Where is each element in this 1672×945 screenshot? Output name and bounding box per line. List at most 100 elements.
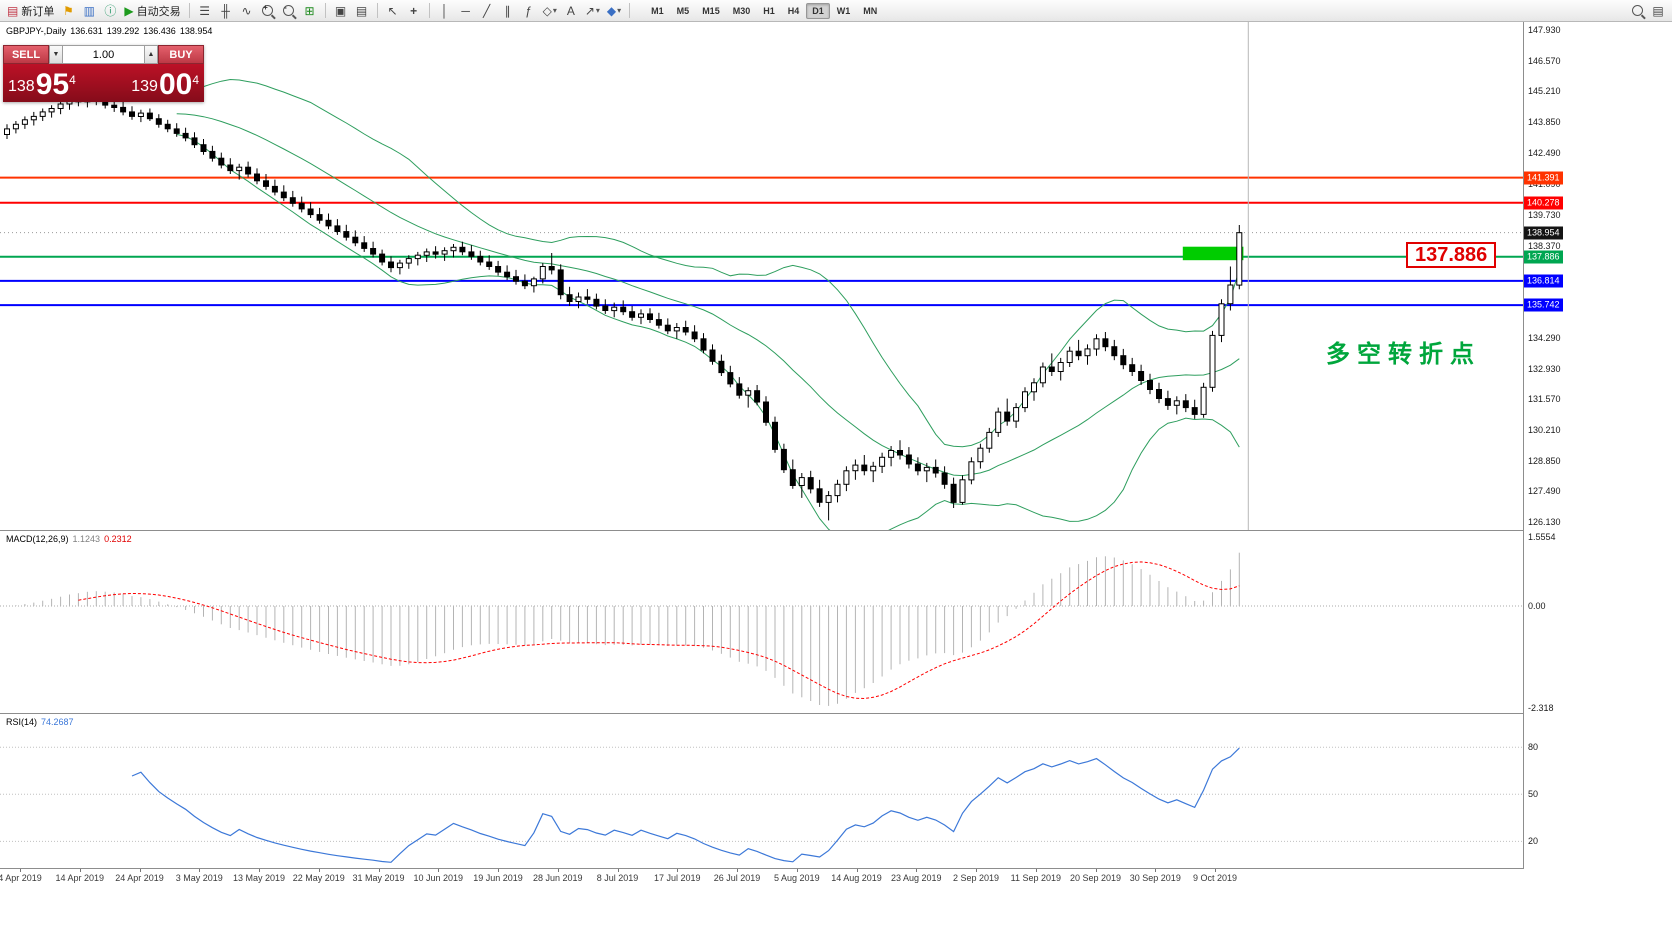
axis-tick: [20, 869, 21, 872]
search-button[interactable]: [1627, 2, 1647, 20]
symbol-list-button[interactable]: ▤: [1648, 2, 1668, 20]
volume-dropdown-button[interactable]: ▼: [49, 45, 63, 64]
timeframe-MN[interactable]: MN: [857, 3, 883, 19]
fibonacci-tool[interactable]: ƒ: [519, 2, 539, 20]
chevron-down-icon: ▾: [595, 6, 600, 15]
bollinger-band: [176, 78, 1240, 448]
main-chart-panel[interactable]: GBPJPY-,Daily 136.631 139.292 136.436 138.95…: [0, 22, 1523, 530]
axis-label: 134.290: [1528, 332, 1561, 343]
date-label: 28 Jun 2019: [533, 873, 583, 883]
highlight-rectangle: [1182, 246, 1244, 261]
charts-button[interactable]: ▥: [79, 2, 99, 20]
timeframe-M5[interactable]: M5: [671, 3, 696, 19]
price-badge: 138.954: [1524, 226, 1563, 240]
macd-indicator[interactable]: [0, 531, 1523, 713]
horizontal-line-icon: ─: [461, 3, 470, 18]
tile-windows-icon: ⊞: [304, 3, 315, 18]
search-icon: [1631, 5, 1643, 16]
axis-label: 130.210: [1528, 424, 1561, 435]
price-level-label[interactable]: 137.886: [1406, 242, 1497, 268]
axis-tick: [1035, 869, 1037, 872]
axis-label: 142.490: [1528, 147, 1561, 158]
vertical-line-tool[interactable]: │: [435, 2, 455, 20]
date-label: 22 May 2019: [292, 873, 345, 883]
zoom-out-button[interactable]: -: [279, 2, 299, 20]
zoom-out-icon: -: [283, 3, 295, 16]
candlestick-chart-button[interactable]: ╫: [216, 2, 236, 20]
timeframe-H4[interactable]: H4: [782, 3, 806, 19]
rsi-panel[interactable]: RSI(14) 74.2687: [0, 714, 1523, 868]
date-label: 19 Jun 2019: [473, 873, 523, 883]
arrow-icon: ↗: [584, 3, 595, 18]
volume-up-button[interactable]: ▲: [144, 45, 158, 64]
timeframe-M1[interactable]: M1: [645, 3, 670, 19]
cursor-tool-button[interactable]: ↖: [383, 2, 403, 20]
toolbar-separator: [324, 3, 326, 18]
bollinger-band: [176, 113, 1240, 477]
candlestick-chart[interactable]: [0, 22, 1523, 530]
chevron-down-icon: ▼: [52, 51, 60, 58]
bollinger-band: [176, 133, 1240, 530]
info-button[interactable]: ⓘ: [100, 2, 120, 20]
window-list-button[interactable]: ▤: [352, 2, 372, 20]
new-window-button[interactable]: ▣: [331, 2, 351, 20]
date-label: 14 Apr 2019: [55, 873, 105, 883]
axis-tick: [856, 869, 858, 872]
axis-tick: [1215, 869, 1216, 872]
text-tool[interactable]: A: [561, 2, 581, 20]
bid-point: 4: [69, 73, 76, 87]
date-label: 20 Sep 2019: [1069, 873, 1122, 883]
rsi-indicator[interactable]: [0, 714, 1523, 868]
zoom-in-button[interactable]: +: [258, 2, 278, 20]
sell-button[interactable]: SELL: [3, 45, 49, 64]
panel-divider[interactable]: [0, 713, 1672, 714]
arrows-tool[interactable]: ↗ ▾: [582, 2, 603, 20]
cursor-icon: ↖: [387, 3, 398, 18]
horn-icon: ⚑: [62, 3, 74, 18]
timeframe-M15[interactable]: M15: [696, 3, 726, 19]
tile-windows-button[interactable]: ⊞: [300, 2, 320, 20]
new-order-button[interactable]: ▤ 新订单: [4, 2, 57, 20]
one-click-trading-panel: SELL ▼ ▲ BUY 138 95 4 139 00 4: [3, 45, 204, 102]
vertical-line-icon: │: [440, 3, 449, 18]
timeframe-D1[interactable]: D1: [806, 2, 830, 19]
volume-input[interactable]: [63, 45, 144, 64]
crosshair-tool-button[interactable]: +: [404, 2, 424, 20]
bar-chart-button[interactable]: ☰: [195, 2, 215, 20]
bid-price[interactable]: 138 95 4: [8, 68, 76, 102]
panel-divider: [0, 868, 1672, 869]
turning-point-note[interactable]: 多空转折点: [1326, 341, 1481, 368]
axis-label: 145.210: [1528, 86, 1561, 97]
new-order-label: 新订单: [21, 5, 55, 18]
news-button[interactable]: ⚑: [58, 2, 78, 20]
rsi-line: [131, 747, 1240, 863]
channel-tool[interactable]: ∥: [498, 2, 518, 20]
timeframe-W1[interactable]: W1: [831, 3, 857, 19]
panel-divider[interactable]: [0, 530, 1672, 531]
axis-tick: [79, 869, 81, 872]
buy-button[interactable]: BUY: [158, 45, 204, 64]
chart-open: 136.631: [70, 26, 103, 36]
date-label: 30 Sep 2019: [1129, 873, 1181, 883]
rsi-label: RSI(14): [6, 717, 38, 727]
price-badge: 141.391: [1524, 171, 1563, 185]
date-axis[interactable]: 4 Apr 2019 14 Apr 2019 24 Apr 2019 3 May 20…: [0, 869, 1672, 887]
price-scale[interactable]: 147.930 146.570 145.210 143.850 142.490 141.0…: [1523, 22, 1672, 886]
ask-point: 4: [192, 73, 199, 87]
auto-trading-label: 自动交易: [136, 5, 181, 18]
shapes-tool[interactable]: ◇ ▾: [540, 2, 560, 20]
timeframe-M30[interactable]: M30: [727, 3, 757, 19]
auto-trading-button[interactable]: ▶ 自动交易: [121, 2, 183, 20]
axis-label: 127.490: [1528, 486, 1561, 497]
line-chart-button[interactable]: ∿: [237, 2, 257, 20]
price-badge: 140.278: [1524, 196, 1563, 210]
timeframe-H1[interactable]: H1: [757, 3, 781, 19]
objects-dropdown[interactable]: ◆ ▾: [604, 2, 624, 20]
chart-close: 138.954: [179, 26, 213, 36]
horizontal-line-tool[interactable]: ─: [456, 2, 476, 20]
ask-price[interactable]: 139 00 4: [131, 68, 199, 102]
trendline-tool[interactable]: ╱: [477, 2, 497, 20]
axis-label: 139.730: [1528, 210, 1561, 221]
macd-panel[interactable]: MACD(12,26,9) 1.1243 0.2312: [0, 531, 1523, 713]
axis-label: 0.00: [1528, 601, 1546, 611]
